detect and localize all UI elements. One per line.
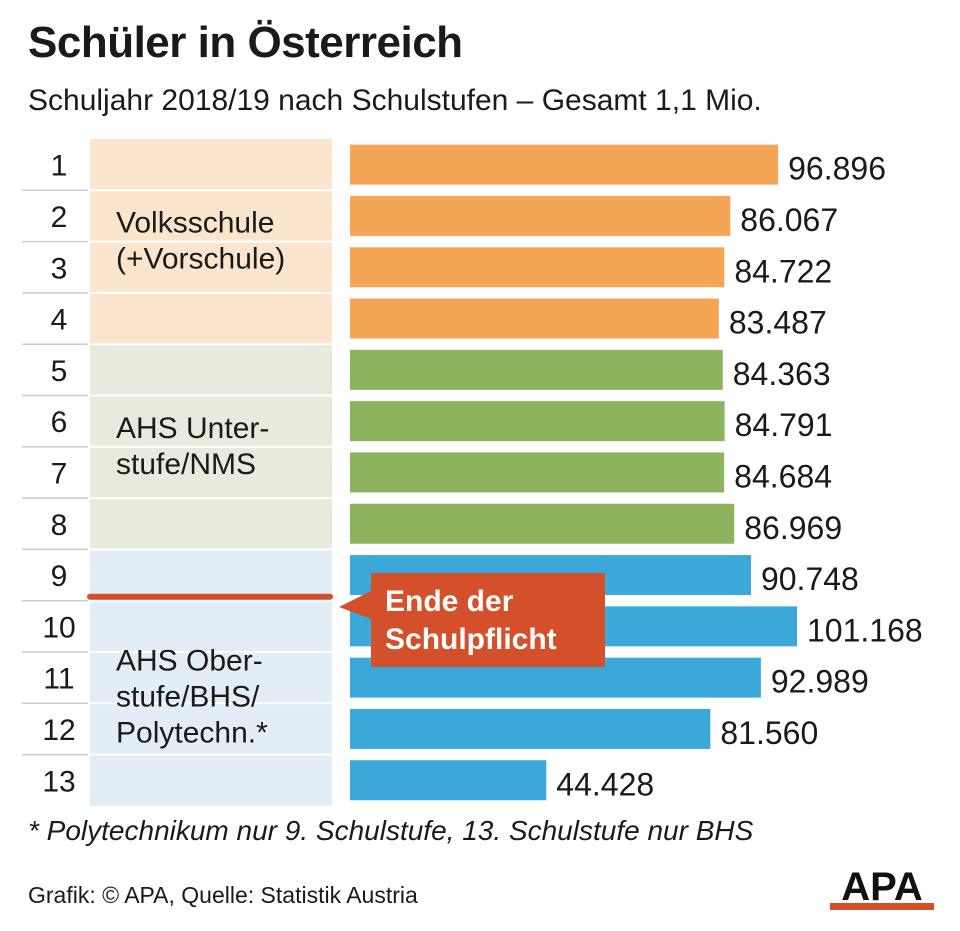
value-label: 84.684 bbox=[734, 458, 832, 494]
value-label: 84.363 bbox=[733, 356, 831, 392]
value-label: 90.748 bbox=[761, 561, 859, 597]
group-band-3 bbox=[90, 549, 332, 806]
bar-1 bbox=[350, 144, 779, 185]
chart-title: Schüler in Österreich bbox=[28, 18, 463, 67]
group-label: AHS Unter- bbox=[116, 412, 269, 445]
category-label: 3 bbox=[51, 252, 68, 285]
bar-3 bbox=[350, 247, 725, 288]
bar-chart: Volksschule(+Vorschule) AHS Unter-stufe/N… bbox=[22, 139, 923, 806]
source-credit: Grafik: © APA, Quelle: Statistik Austria bbox=[28, 882, 418, 908]
value-label: 44.428 bbox=[556, 766, 654, 802]
bar-7 bbox=[350, 452, 725, 493]
apa-logo-bar bbox=[830, 903, 934, 910]
category-label: 7 bbox=[51, 457, 68, 490]
value-label: 101.168 bbox=[807, 612, 923, 648]
chart-subtitle: Schuljahr 2018/19 nach Schulstufen – Ges… bbox=[28, 84, 762, 117]
apa-logo: APA bbox=[830, 865, 934, 910]
group-label: Polytechn.* bbox=[116, 717, 268, 750]
callout-box bbox=[371, 573, 605, 667]
category-label: 8 bbox=[51, 509, 68, 542]
bar-2 bbox=[350, 195, 731, 236]
category-label: 6 bbox=[51, 406, 68, 439]
apa-logo-text: APA bbox=[841, 865, 922, 909]
value-label: 84.722 bbox=[734, 253, 832, 289]
value-label: 83.487 bbox=[729, 305, 827, 341]
bar-13 bbox=[350, 760, 547, 801]
category-label: 9 bbox=[51, 560, 68, 593]
category-label: 11 bbox=[43, 663, 74, 696]
value-label: 96.896 bbox=[788, 151, 886, 187]
category-label: 1 bbox=[51, 150, 68, 183]
value-label: 84.791 bbox=[735, 407, 833, 443]
value-label: 86.969 bbox=[744, 510, 842, 546]
footnote: * Polytechnikum nur 9. Schulstufe, 13. S… bbox=[28, 815, 754, 846]
category-label: 10 bbox=[42, 611, 75, 644]
category-label: 2 bbox=[51, 201, 68, 234]
category-label: 13 bbox=[42, 765, 75, 798]
group-label: stufe/BHS/ bbox=[116, 681, 260, 714]
category-label: 12 bbox=[42, 714, 75, 747]
group-label: Volksschule bbox=[116, 207, 274, 240]
bar-6 bbox=[350, 401, 725, 442]
bar-8 bbox=[350, 503, 735, 544]
group-label: stufe/NMS bbox=[116, 448, 256, 481]
value-label: 86.067 bbox=[740, 202, 838, 238]
value-label: 92.989 bbox=[771, 664, 869, 700]
group-label: AHS Ober- bbox=[116, 645, 263, 678]
group-label: (+Vorschule) bbox=[116, 243, 285, 276]
bar-5 bbox=[350, 349, 723, 390]
category-label: 5 bbox=[51, 355, 68, 388]
category-label: 4 bbox=[51, 304, 68, 337]
bar-12 bbox=[350, 708, 711, 749]
callout-text: Schulpflicht bbox=[385, 623, 557, 656]
bar-4 bbox=[350, 298, 719, 339]
value-label: 81.560 bbox=[720, 715, 818, 751]
callout-pointer bbox=[339, 591, 371, 619]
callout-text: Ende der bbox=[385, 585, 514, 618]
